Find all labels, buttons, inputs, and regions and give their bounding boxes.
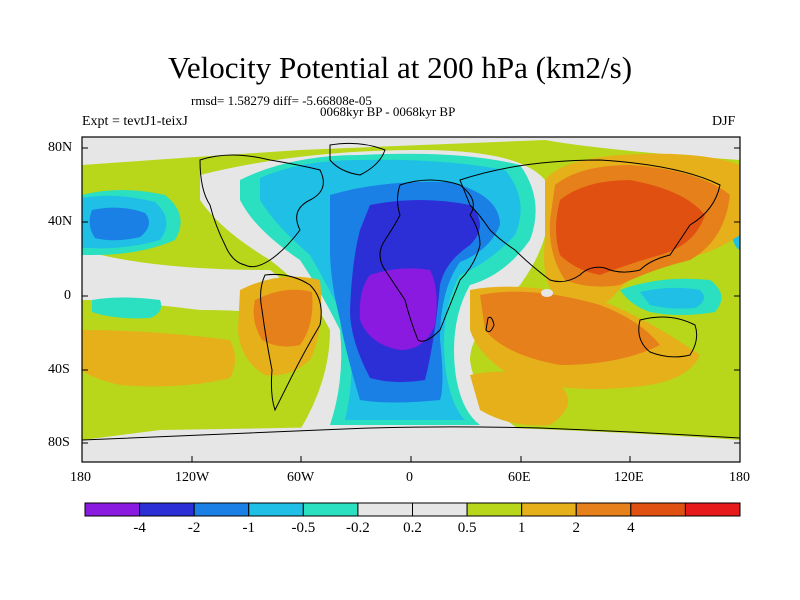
colorbar-tick-label: 1 bbox=[517, 520, 526, 536]
y-label-40s: 40S bbox=[48, 362, 70, 377]
region-0p5-1-south-pacific bbox=[82, 330, 235, 387]
colorbar-tick-label: -0.2 bbox=[346, 520, 370, 536]
region-neg0p5-west-pacific bbox=[640, 287, 704, 309]
colorbar-box bbox=[466, 502, 523, 517]
experiment-label: Expt = tevtJ1-teixJ bbox=[82, 114, 188, 129]
x-label-60e: 60E bbox=[508, 470, 531, 485]
axis-ticks bbox=[81, 147, 741, 462]
colorbar-tick-label: -2 bbox=[187, 520, 201, 536]
region-1-2-americas bbox=[253, 289, 313, 347]
coast-north-america bbox=[199, 154, 324, 268]
coast-greenland bbox=[329, 142, 386, 176]
colorbar-box bbox=[575, 502, 632, 517]
colorbar-box bbox=[139, 502, 195, 517]
y-label-80s: 80S bbox=[48, 435, 70, 450]
colorbar-box bbox=[84, 502, 141, 517]
region-2-4-asia bbox=[556, 180, 705, 275]
colorbar-tick-label: -0.5 bbox=[291, 520, 316, 536]
coastlines bbox=[82, 142, 740, 441]
y-label-equator: 0 bbox=[64, 288, 71, 303]
colorbar-tick-label: -1 bbox=[242, 520, 256, 536]
region-0p5-1-east-pacific-arc bbox=[470, 371, 568, 426]
colorbar-box bbox=[357, 502, 414, 517]
x-label-120w: 120W bbox=[175, 470, 210, 485]
y-label-40n: 40N bbox=[48, 214, 73, 229]
colorbar-box bbox=[302, 502, 359, 517]
colorbar-tick-label: 0.5 bbox=[457, 520, 477, 536]
coast-eurasia bbox=[459, 159, 721, 283]
period-line: 0068kyr BP - 0068kyr BP bbox=[320, 104, 456, 119]
colorbar-tick-label: 0.2 bbox=[403, 520, 422, 536]
colorbar-box bbox=[412, 502, 468, 517]
x-label-180w: 180 bbox=[70, 470, 91, 485]
coast-australia bbox=[638, 316, 698, 358]
contour-field bbox=[82, 137, 740, 462]
coast-europe-africa bbox=[379, 179, 481, 342]
region-neg1-pacific-north bbox=[89, 207, 149, 241]
region-neg4-atlantic bbox=[359, 268, 437, 350]
colorbar-box bbox=[630, 502, 686, 517]
colorbar-box bbox=[521, 502, 577, 517]
colorbar bbox=[84, 502, 741, 517]
coast-south-america bbox=[260, 274, 322, 412]
colorbar-tick-label: -4 bbox=[133, 520, 146, 536]
colorbar-tick-label: 2 bbox=[572, 520, 581, 536]
colorbar-box bbox=[248, 502, 304, 517]
map-title: Velocity Potential at 200 hPa (km2/s) bbox=[167, 50, 633, 85]
coast-antarctica bbox=[82, 426, 740, 441]
south-neutral-band bbox=[82, 425, 740, 462]
region-1-2-indian-ocean bbox=[480, 291, 660, 365]
stats-line: rmsd= 1.58279 diff= -5.66808e-05 bbox=[191, 93, 372, 108]
region-neg0p2-pacific-south bbox=[92, 297, 162, 319]
colorbar-tick-label: 4 bbox=[627, 520, 635, 536]
season-label: DJF bbox=[712, 114, 736, 129]
x-label-180e: 180 bbox=[729, 470, 750, 485]
x-label-120e: 120E bbox=[614, 470, 644, 485]
neutral-spot-arabia bbox=[541, 289, 553, 297]
y-label-80n: 80N bbox=[48, 140, 73, 155]
coast-madagascar bbox=[485, 316, 495, 333]
colorbar-box bbox=[193, 502, 250, 517]
x-label-0: 0 bbox=[406, 470, 413, 485]
colorbar-box bbox=[684, 502, 741, 517]
x-label-60w: 60W bbox=[287, 470, 315, 485]
polar-north-neutral bbox=[82, 137, 740, 165]
